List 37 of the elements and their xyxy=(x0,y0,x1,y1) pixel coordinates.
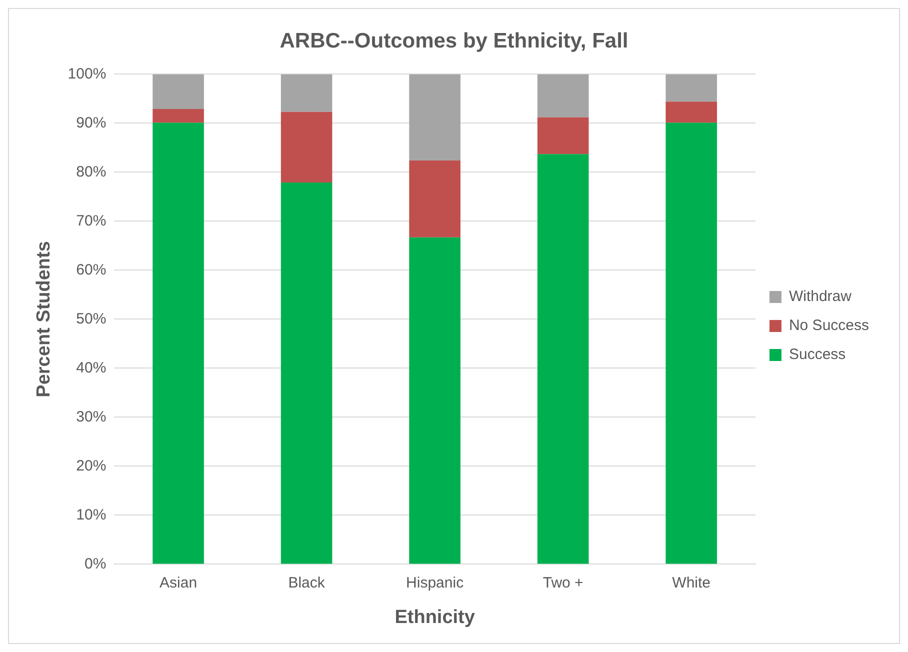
y-tick-label: 50% xyxy=(76,310,106,328)
bar xyxy=(280,74,332,112)
bar xyxy=(666,74,717,102)
bar xyxy=(537,74,589,118)
x-axis-title: Ethnicity xyxy=(394,606,476,628)
bar xyxy=(152,108,204,123)
x-tick-label: Hispanic xyxy=(406,574,464,592)
legend-label: Withdraw xyxy=(788,288,852,306)
x-tick-label: Asian xyxy=(160,574,198,592)
y-tick-label: 80% xyxy=(76,163,106,180)
x-tick-label: Two + xyxy=(542,574,584,592)
bar xyxy=(409,237,460,564)
bar xyxy=(152,74,204,109)
bar xyxy=(409,74,460,160)
y-tick-label: 100% xyxy=(68,65,106,82)
y-tick-label: 90% xyxy=(76,114,106,132)
bar xyxy=(666,122,717,564)
bar xyxy=(537,154,589,564)
y-tick-label: 10% xyxy=(76,506,106,524)
y-tick-label: 70% xyxy=(76,212,106,230)
bar xyxy=(152,122,204,564)
y-tick-label: 20% xyxy=(76,457,106,474)
y-tick-label: 60% xyxy=(76,261,106,278)
chart-title: ARBC--Outcomes by Ethnicity, Fall xyxy=(280,29,628,52)
y-tick-label: 40% xyxy=(76,359,106,376)
bar xyxy=(280,182,332,564)
y-tick-label: 0% xyxy=(84,555,106,572)
y-tick-label: 30% xyxy=(76,408,106,426)
legend-label: Success xyxy=(788,346,846,364)
bar xyxy=(280,112,332,182)
legend-label: No Success xyxy=(788,317,870,334)
bar xyxy=(537,117,589,154)
bar xyxy=(666,102,717,123)
y-axis-title: Percent Students xyxy=(34,241,55,398)
x-tick-label: White xyxy=(672,574,711,592)
bar xyxy=(409,160,460,238)
x-tick-label: Black xyxy=(288,574,326,592)
